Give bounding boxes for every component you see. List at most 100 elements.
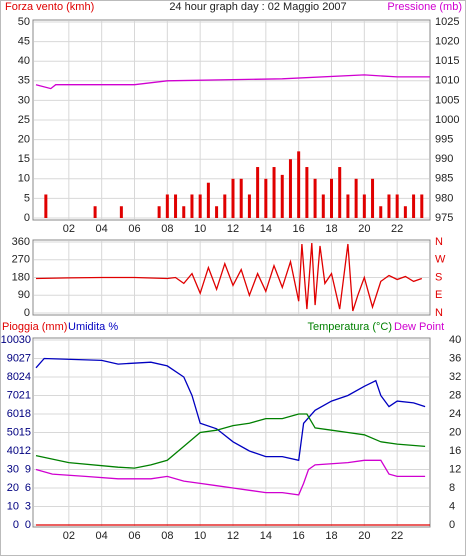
y-tick-label: 10 xyxy=(18,173,30,185)
wind-bar xyxy=(371,178,375,218)
wind-bar xyxy=(231,178,235,218)
y2-tick-label: 36 xyxy=(449,352,461,364)
y-tick-label: 70 xyxy=(7,389,19,401)
y3-tick-label: 30 xyxy=(19,334,31,346)
x-tick-label: 06 xyxy=(128,223,140,235)
y-tick-label: 0 xyxy=(13,519,19,531)
y-tick-label: 15 xyxy=(18,153,30,165)
wind-bar xyxy=(297,151,301,218)
y-tick-label: 100 xyxy=(1,334,19,346)
x-tick-label: 10 xyxy=(194,223,206,235)
x-tick-label: 02 xyxy=(63,223,75,235)
y-tick-label: 90 xyxy=(18,289,30,301)
y3-tick-label: 9 xyxy=(25,463,31,475)
y2-tick-label: 24 xyxy=(449,408,461,420)
x-tick-label: 12 xyxy=(227,223,239,235)
wind-bar xyxy=(206,182,210,218)
chart-title: 24 hour graph day : 02 Maggio 2007 xyxy=(169,1,346,13)
wind-bar xyxy=(379,206,383,218)
series-label: Pressione (mb) xyxy=(387,1,462,13)
wind-bar xyxy=(157,206,161,218)
y-tick-label: 40 xyxy=(7,445,19,457)
series-line xyxy=(35,242,423,312)
wind-bar xyxy=(305,167,309,218)
wind-bar xyxy=(264,178,268,218)
wind-bar xyxy=(190,194,194,218)
y2-tick-label: 985 xyxy=(435,173,453,185)
x-tick-label: 20 xyxy=(358,223,370,235)
y-tick-label: 40 xyxy=(18,55,30,67)
y3-tick-label: 27 xyxy=(19,352,31,364)
x-tick-label: 08 xyxy=(161,530,173,542)
y-tick-label: 50 xyxy=(18,16,30,28)
x-tick-label: 02 xyxy=(63,530,75,542)
x-tick-label: 10 xyxy=(194,530,206,542)
wind-bar xyxy=(288,159,292,218)
y2-tick-label: 16 xyxy=(449,445,461,457)
wind-bar xyxy=(119,206,123,218)
wind-bar xyxy=(346,194,350,218)
y3-tick-label: 18 xyxy=(19,408,31,420)
y3-tick-label: 24 xyxy=(19,371,31,383)
y2-tick-label: 0 xyxy=(449,519,455,531)
y2-tick-label: 1015 xyxy=(435,55,459,67)
y2-tick-label: 1000 xyxy=(435,114,459,126)
y-tick-label: 20 xyxy=(18,134,30,146)
series-label: Dew Point xyxy=(394,321,444,333)
y-tick-label: 60 xyxy=(7,408,19,420)
y2-tick-label: 28 xyxy=(449,389,461,401)
y2-tick-label: 995 xyxy=(435,134,453,146)
x-tick-label: 12 xyxy=(227,530,239,542)
wind-bar xyxy=(354,178,358,218)
wind-bar xyxy=(330,178,333,218)
series-line xyxy=(35,459,426,496)
y-tick-label: 5 xyxy=(24,192,30,204)
x-tick-label: 08 xyxy=(161,223,173,235)
wind-bar xyxy=(313,178,317,218)
y2-tick-label: 1010 xyxy=(435,75,459,87)
y2-tick-label: 4 xyxy=(449,500,455,512)
y2-tick-label: 1025 xyxy=(435,16,459,28)
y2-tick-label: W xyxy=(435,254,446,266)
y-tick-label: 10 xyxy=(7,500,19,512)
wind-bar xyxy=(215,206,219,218)
series-label: Umidita % xyxy=(68,321,118,333)
y2-tick-label: 40 xyxy=(449,334,461,346)
x-tick-label: 14 xyxy=(260,530,272,542)
series-label: Forza vento (kmh) xyxy=(5,1,94,13)
x-tick-label: 18 xyxy=(325,223,337,235)
y-tick-label: 45 xyxy=(18,36,30,48)
wind-bar xyxy=(198,194,202,218)
wind-bar xyxy=(272,167,276,218)
wind-bar xyxy=(403,206,407,218)
wind-bar xyxy=(223,194,227,218)
y2-tick-label: E xyxy=(435,289,442,301)
wind-bar xyxy=(420,194,424,218)
y3-tick-label: 15 xyxy=(19,426,31,438)
x-tick-label: 22 xyxy=(391,530,403,542)
wind-bar xyxy=(93,206,97,218)
y2-tick-label: 20 xyxy=(449,426,461,438)
y2-tick-label: 1005 xyxy=(435,94,459,106)
y2-tick-label: 12 xyxy=(449,463,461,475)
y2-tick-label: 8 xyxy=(449,482,455,494)
wind-bar xyxy=(165,194,169,218)
x-tick-label: 06 xyxy=(128,530,140,542)
x-tick-label: 20 xyxy=(358,530,370,542)
wind-bar xyxy=(44,194,48,218)
y-tick-label: 90 xyxy=(7,352,19,364)
wind-bar xyxy=(395,194,399,218)
series-line xyxy=(35,357,426,462)
plot-frame xyxy=(32,239,431,316)
y2-tick-label: N xyxy=(435,236,443,248)
y-tick-label: 0 xyxy=(24,212,30,224)
series-line xyxy=(35,74,430,90)
x-tick-label: 18 xyxy=(325,530,337,542)
y2-tick-label: 990 xyxy=(435,153,453,165)
y-tick-label: 80 xyxy=(7,371,19,383)
wind-bar xyxy=(362,194,366,218)
wind-bar xyxy=(412,194,416,218)
wind-bar xyxy=(321,194,325,218)
